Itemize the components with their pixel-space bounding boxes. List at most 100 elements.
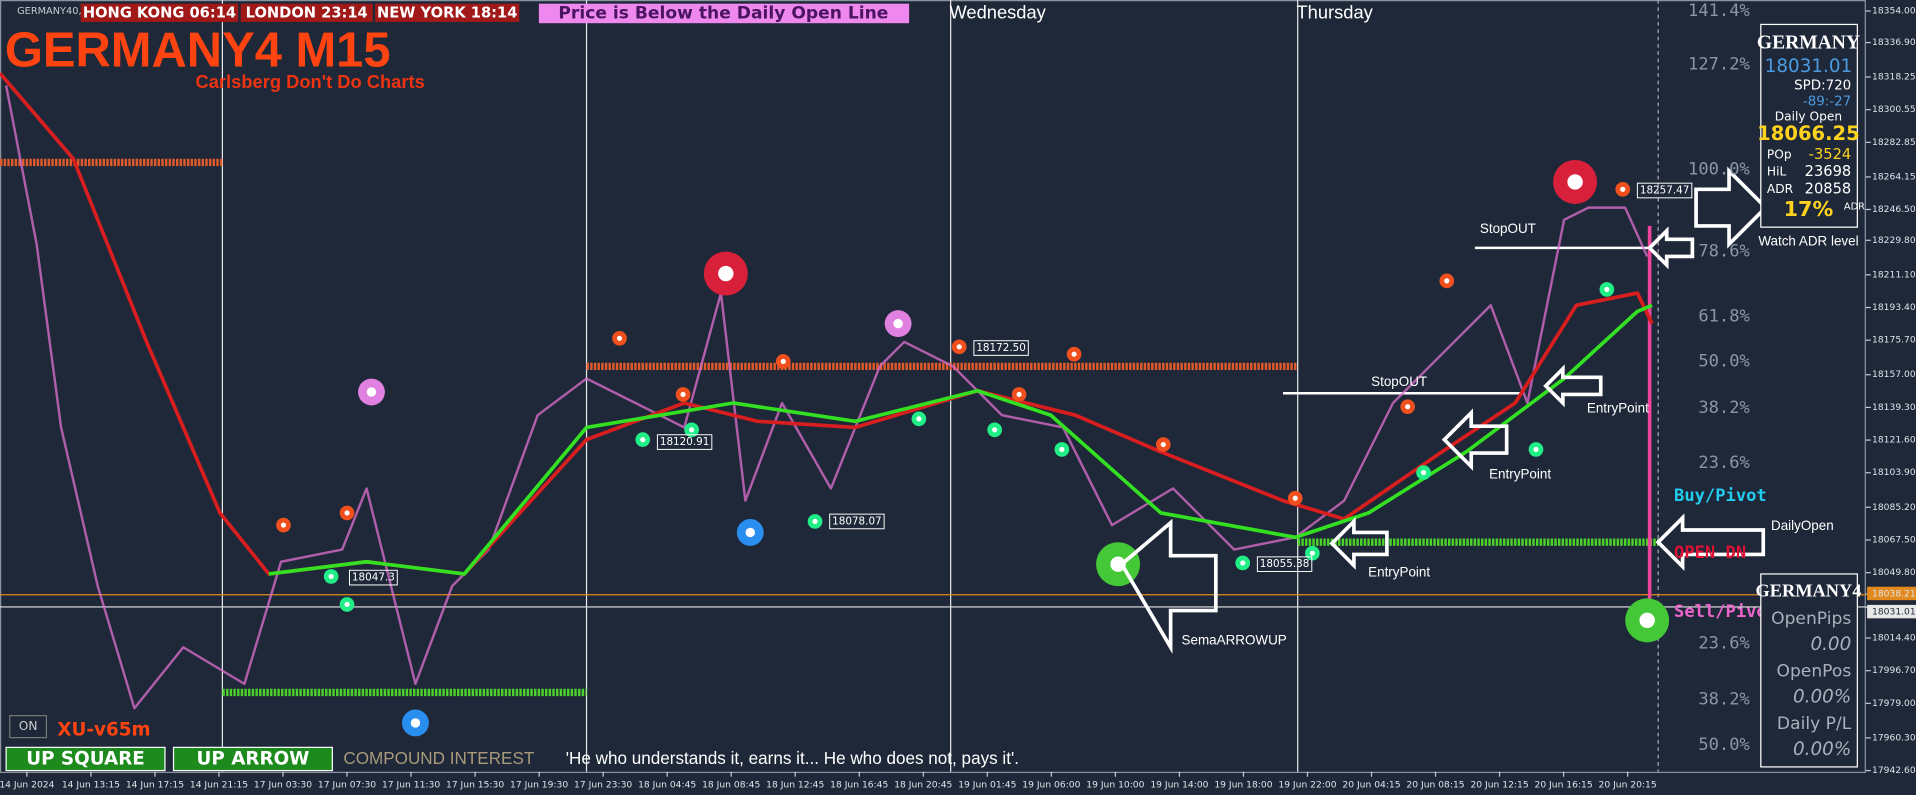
price-label: 17942.60 (1872, 765, 1916, 776)
time-label: 17 Jun 03:30 (254, 780, 312, 791)
time-label: 18 Jun 04:45 (638, 780, 696, 791)
version: XU-v65m (57, 719, 150, 740)
arrow (1694, 166, 1769, 249)
signal-core (1240, 560, 1246, 566)
signal-core (956, 344, 962, 350)
price-tag-box (1636, 182, 1693, 199)
panel-symbol: GERMANY (1757, 32, 1860, 53)
stats-label: OpenPips (1771, 609, 1851, 629)
panel-row-value: 20858 (1805, 180, 1852, 197)
signal-core (1071, 351, 1077, 357)
annotation: Watch ADR level (1758, 233, 1858, 248)
time-label: 19 Jun 06:00 (1022, 780, 1080, 791)
panel-price: 18031.01 (1765, 56, 1852, 77)
stats-value: 0.00 (1810, 634, 1851, 655)
level-label: 141.4% (1688, 1, 1750, 21)
time-label: 19 Jun 01:45 (958, 780, 1016, 791)
annotation: StopOUT (1371, 374, 1427, 389)
signal-core (1533, 446, 1539, 452)
plot-frame (0, 0, 1866, 774)
signal-core (893, 318, 903, 329)
price-tag: 18047.3 (352, 572, 395, 584)
price-label: 18157.00 (1872, 369, 1916, 380)
signal-core (1016, 391, 1022, 398)
clock-box (80, 3, 239, 22)
time-label: 19 Jun 10:00 (1086, 780, 1144, 791)
time-label: 19 Jun 14:00 (1150, 780, 1208, 791)
signal-core (1292, 495, 1298, 501)
annotation: DailyOpen (1771, 518, 1834, 533)
button-label[interactable]: UP ARROW (197, 749, 310, 770)
time-label: 18 Jun 08:45 (702, 780, 760, 791)
price-label: 18282.85 (1872, 137, 1916, 148)
signal-core (689, 427, 695, 433)
time-label: 17 Jun 07:30 (318, 780, 376, 791)
annotation: StopOUT (1480, 221, 1536, 236)
arrow (1441, 408, 1509, 471)
clock: LONDON 23:14 (246, 4, 368, 21)
level-label: 78.6% (1698, 242, 1750, 262)
annotation: EntryPoint (1587, 401, 1649, 416)
signal-core (328, 573, 334, 579)
price-tag-box (348, 569, 398, 586)
signal-core (410, 718, 421, 728)
arrow (1119, 518, 1218, 654)
price-label: 18300.55 (1872, 104, 1916, 115)
price-label: 17979.00 (1872, 698, 1916, 709)
panel-daily-open: 18066.25 (1757, 122, 1860, 145)
button[interactable] (172, 746, 333, 772)
price-label: 18121.60 (1872, 435, 1916, 446)
adr-label: ADR (1844, 201, 1865, 212)
button-label[interactable]: UP SQUARE (26, 749, 145, 770)
day-label: Wednesday (949, 1, 1046, 22)
price-tag: 18120.91 (660, 436, 710, 448)
signal-core (1620, 186, 1626, 192)
symbol-label: GERMANY40,M15 (17, 6, 102, 17)
time-label: 20 Jun 08:15 (1406, 780, 1464, 791)
signal-core (1639, 612, 1655, 629)
signal-core (640, 437, 646, 443)
panel-row-label: ADR (1767, 182, 1794, 196)
signal-core (1604, 286, 1610, 292)
level-label: 23.6% (1698, 453, 1750, 473)
annotation: EntryPoint (1489, 467, 1551, 482)
price-tag: 18055.38 (1260, 558, 1310, 570)
stats-panel (1760, 573, 1858, 768)
signal-core (366, 387, 377, 397)
day-label: Thursday (1296, 1, 1373, 22)
price-tag: 18172.50 (976, 342, 1026, 354)
price-tag-box (1256, 556, 1313, 573)
slow-ma (0, 72, 1654, 576)
plot (0, 72, 1769, 737)
arrow (1647, 226, 1695, 270)
clock-box (240, 3, 373, 22)
time-label: 20 Jun 16:15 (1534, 780, 1592, 791)
signal-core (718, 265, 734, 282)
button[interactable] (5, 746, 166, 772)
level-label: Buy/Pivot (1674, 486, 1767, 506)
price-label: 18085.20 (1872, 502, 1916, 513)
panel-swap: -89:-27 (1803, 94, 1851, 109)
level-label: 127.2% (1688, 55, 1750, 75)
stats-label: OpenPos (1776, 662, 1851, 682)
price-label: 17960.30 (1872, 732, 1916, 743)
annotation: EntryPoint (1368, 564, 1430, 579)
price-label: 18336.90 (1872, 37, 1916, 48)
time-label: 18 Jun 16:45 (830, 780, 888, 791)
level-label: 50.0% (1698, 351, 1750, 371)
price-label: 18193.40 (1872, 302, 1916, 313)
time-label: 17 Jun 15:30 (446, 780, 504, 791)
signal-core (992, 427, 998, 433)
price-tag-box (829, 513, 885, 530)
panel-row-label: HiL (1767, 165, 1787, 179)
price-tag-box (973, 340, 1029, 356)
time-label: 19 Jun 18:00 (1214, 780, 1272, 791)
signal-core (280, 522, 287, 528)
chart-subtitle: Carlsberg Don't Do Charts (196, 71, 425, 92)
time-label: 17 Jun 23:30 (574, 780, 632, 791)
signal-core (812, 518, 818, 525)
price-label: 18175.70 (1872, 335, 1916, 346)
price-tag: 18078.07 (832, 515, 882, 527)
